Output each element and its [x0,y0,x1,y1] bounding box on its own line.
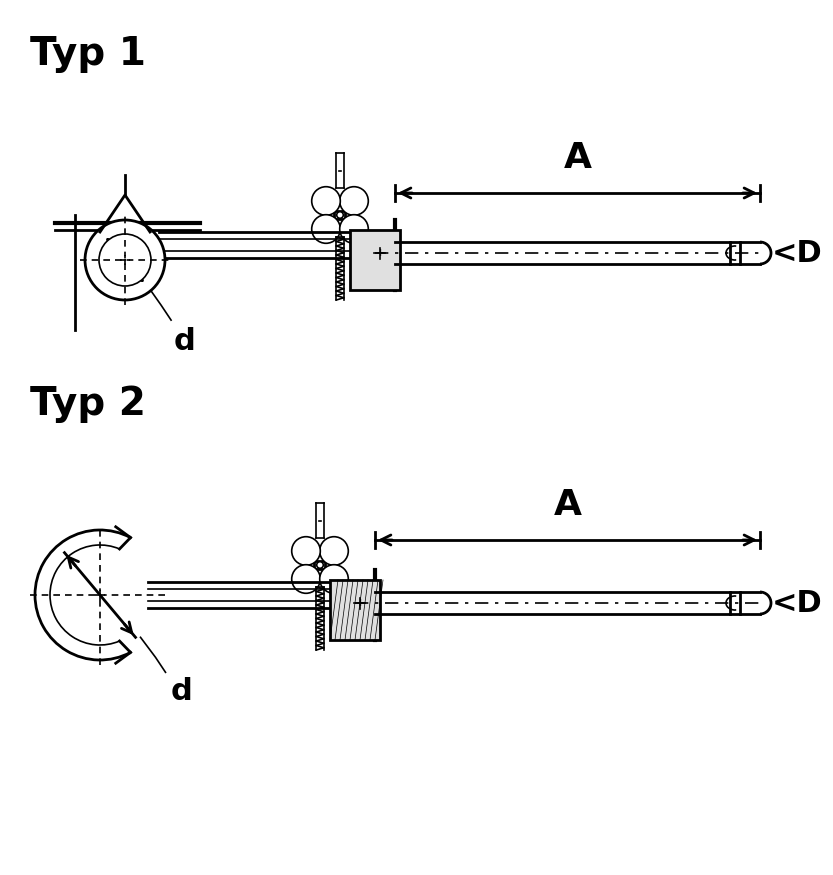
Circle shape [349,592,371,614]
Circle shape [340,214,368,243]
Text: Typ 2: Typ 2 [30,385,146,423]
Text: <D: <D [772,239,823,268]
Text: +: + [376,248,385,258]
Circle shape [320,564,348,593]
Circle shape [317,562,323,568]
Circle shape [337,212,343,218]
Circle shape [85,220,165,300]
Polygon shape [335,211,346,220]
Circle shape [99,234,151,286]
Circle shape [312,186,341,215]
Text: Typ 1: Typ 1 [30,35,146,73]
Circle shape [320,536,348,565]
Text: <D: <D [772,589,823,618]
Text: A: A [563,141,591,175]
Circle shape [292,536,321,565]
Circle shape [340,186,368,215]
Polygon shape [315,561,326,570]
Circle shape [292,564,321,593]
Polygon shape [330,580,380,640]
Text: +: + [356,598,365,608]
Circle shape [312,214,341,243]
Polygon shape [350,230,400,290]
Circle shape [369,242,391,264]
Text: d: d [171,677,192,706]
Text: A: A [553,488,581,522]
Text: d: d [174,327,196,356]
